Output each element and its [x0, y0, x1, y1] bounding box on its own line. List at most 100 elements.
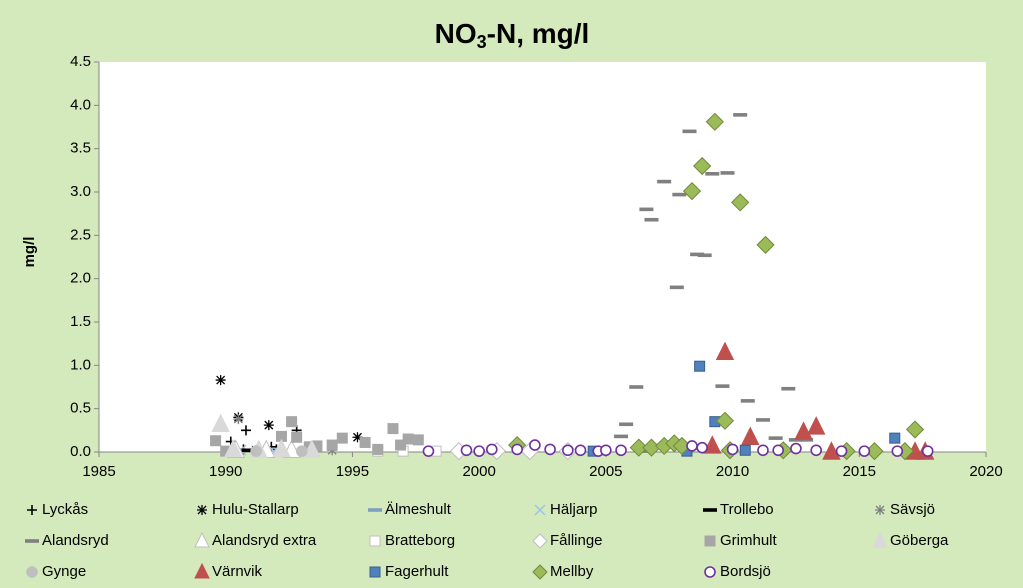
legend-label: Häljarp	[550, 501, 598, 518]
marker-diamond	[682, 182, 702, 201]
y-tick-label: 3.5	[70, 140, 91, 157]
marker-dash	[644, 217, 659, 222]
marker-triangle	[302, 439, 322, 458]
legend-label: Sävsjö	[890, 501, 935, 518]
marker-circle	[600, 444, 612, 457]
legend-marker	[875, 505, 885, 515]
marker-square	[286, 416, 298, 428]
marker-triangle	[715, 341, 735, 361]
legend-marker	[703, 508, 717, 512]
marker-triangle	[272, 438, 291, 458]
marker-circle	[757, 444, 769, 457]
marker-circle	[460, 444, 473, 457]
marker-dash	[614, 434, 629, 439]
marker-diamond	[905, 420, 925, 439]
legend-marker	[369, 535, 381, 547]
marker-circle	[295, 445, 308, 457]
y-tick-label: 2.0	[70, 270, 91, 287]
marker-square	[359, 436, 371, 448]
y-tick-label: 2.5	[70, 226, 91, 243]
legend-label: Bordsjö	[720, 563, 771, 580]
marker-dash	[740, 399, 755, 403]
legend-label: Hulu-Stallarp	[212, 501, 299, 518]
legend-label: Mellby	[550, 563, 594, 580]
marker-dash	[639, 207, 654, 212]
marker-diamond	[693, 156, 712, 176]
x-tick-label: 2005	[589, 463, 622, 480]
y-axis-label: mg/l	[21, 237, 38, 268]
legend-label: Alandsryd	[42, 532, 109, 549]
legend-label: Älmeshult	[385, 501, 452, 518]
legend-label: Göberga	[890, 532, 949, 549]
legend-marker	[369, 566, 381, 578]
marker-circle	[790, 442, 802, 455]
marker-circle	[529, 439, 541, 451]
marker-triangle	[224, 438, 243, 458]
x-tick-label: 2000	[462, 463, 495, 480]
marker-triangle	[741, 426, 760, 445]
legend-label: Grimhult	[720, 532, 778, 549]
marker-diamond	[705, 112, 724, 131]
legend-marker	[872, 531, 888, 548]
marker-square	[387, 423, 399, 435]
legend-label: Lyckås	[42, 501, 88, 518]
marker-circle	[921, 445, 934, 457]
legend-label: Gynge	[42, 563, 86, 580]
marker-star	[233, 414, 244, 425]
marker-dash	[672, 192, 687, 197]
marker-dash	[788, 438, 803, 442]
x-tick-label: 2010	[716, 463, 749, 480]
marker-square	[326, 439, 338, 451]
x-tick-label: 1995	[336, 463, 369, 480]
legend-marker	[534, 504, 546, 516]
marker-dash	[690, 252, 705, 257]
marker-dash	[768, 436, 783, 440]
marker-diamond	[756, 235, 775, 254]
marker-circle	[574, 444, 587, 457]
title-part: -N, mg/l	[487, 18, 590, 49]
legend-marker	[194, 531, 210, 548]
marker-circle	[686, 440, 698, 452]
marker-square	[889, 432, 901, 444]
marker-triangle	[794, 421, 813, 440]
marker-dash	[241, 448, 256, 453]
marker-dash	[733, 113, 748, 117]
marker-circle	[473, 445, 485, 457]
marker-dash	[669, 285, 684, 290]
marker-circle	[696, 441, 708, 454]
marker-circle	[562, 444, 574, 457]
marker-square	[291, 431, 303, 443]
y-tick-label: 0.5	[70, 400, 91, 417]
marker-triangle	[806, 416, 826, 435]
x-tick-label: 1985	[82, 463, 115, 480]
marker-dash	[720, 171, 735, 175]
marker-circle	[544, 443, 556, 456]
title-subscript: 3	[477, 32, 487, 52]
legend-marker	[532, 564, 548, 580]
y-tick-label: 1.0	[70, 356, 91, 373]
y-tick-label: 1.5	[70, 313, 91, 330]
legend-label: Alandsryd extra	[212, 532, 317, 549]
x-tick-label: 1990	[209, 463, 242, 480]
legend-marker	[704, 566, 716, 578]
marker-star	[263, 420, 274, 431]
y-tick-label: 4.5	[70, 53, 91, 70]
marker-dash	[629, 385, 644, 389]
marker-square	[210, 435, 222, 447]
marker-circle	[486, 443, 498, 456]
marker-dash	[697, 253, 712, 258]
marker-square	[402, 433, 414, 445]
marker-plus	[240, 425, 251, 436]
marker-triangle	[822, 441, 841, 460]
marker-square	[372, 443, 384, 455]
legend-label: Värnvik	[212, 563, 263, 580]
chart-title: NO3-N, mg/l	[435, 18, 590, 51]
marker-circle	[772, 444, 784, 457]
marker-circle	[726, 443, 739, 456]
legend-marker	[194, 562, 210, 579]
marker-diamond	[629, 438, 648, 457]
marker-circle	[858, 445, 871, 457]
y-tick-label: 3.0	[70, 183, 91, 200]
marker-circle	[422, 445, 435, 457]
